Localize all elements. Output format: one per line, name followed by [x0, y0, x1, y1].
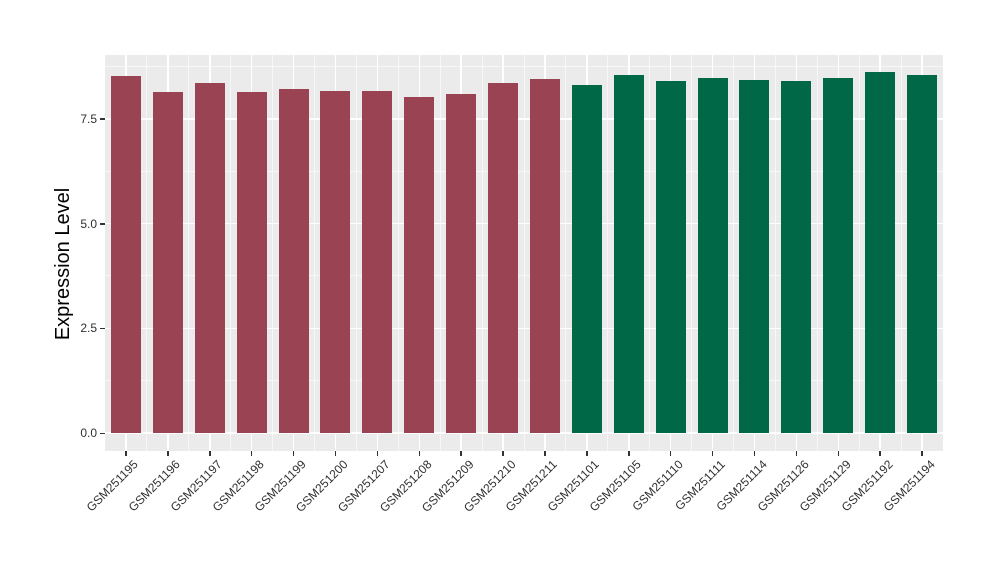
bar-GSM251197: [194, 82, 225, 433]
x-tick-mark: [418, 451, 420, 456]
y-tick-label: 5.0: [80, 216, 97, 231]
x-tick-mark: [586, 451, 588, 456]
minor-gridline-x: [691, 55, 693, 451]
y-axis-title: Expression Level: [52, 187, 74, 341]
x-tick-mark: [292, 451, 295, 456]
x-tick-mark: [669, 451, 672, 456]
minor-gridline-x: [146, 55, 148, 451]
x-tick-mark: [334, 451, 337, 456]
y-tick-mark: [100, 327, 105, 330]
y-tick-label: 0.0: [80, 426, 97, 440]
minor-gridline-x: [565, 55, 567, 451]
x-tick-mark: [167, 451, 169, 456]
x-tick-mark: [460, 451, 462, 456]
minor-gridline-x: [774, 55, 776, 451]
minor-gridline-x: [439, 55, 441, 451]
y-tick-label: 2.5: [80, 321, 97, 336]
bar-GSM251111: [697, 77, 728, 433]
y-tick-label: 7.5: [80, 111, 97, 126]
minor-gridline-x: [355, 55, 357, 451]
y-tick-mark: [100, 432, 105, 434]
bar-GSM251207: [362, 91, 393, 433]
minor-gridline-x: [858, 55, 860, 451]
minor-gridline-x: [900, 55, 902, 451]
minor-gridline-x: [230, 55, 232, 451]
minor-gridline-x: [523, 55, 525, 451]
bar-GSM251211: [529, 79, 560, 433]
x-tick-mark: [209, 451, 211, 456]
minor-gridline-x: [272, 55, 274, 451]
bar-GSM251101: [571, 85, 602, 433]
minor-gridline-x: [188, 55, 190, 451]
bar-GSM251210: [488, 82, 519, 433]
bar-GSM251129: [823, 77, 854, 433]
x-tick-mark: [921, 451, 923, 456]
x-tick-mark: [628, 451, 630, 456]
bar-GSM251105: [613, 74, 644, 433]
bar-GSM251200: [320, 91, 351, 433]
bar-GSM251114: [739, 80, 770, 433]
y-tick-mark: [100, 118, 105, 120]
minor-gridline-x: [481, 55, 483, 451]
minor-gridline-x: [816, 55, 818, 451]
x-tick-mark: [711, 451, 714, 456]
minor-gridline-x: [397, 55, 399, 451]
minor-gridline-x: [649, 55, 651, 451]
plot-panel: [105, 55, 943, 451]
bar-GSM251194: [907, 74, 938, 433]
bar-GSM251198: [236, 92, 267, 433]
bar-GSM251110: [655, 81, 686, 433]
bar-GSM251209: [446, 94, 477, 433]
x-tick-mark: [544, 451, 546, 456]
x-tick-mark: [795, 451, 798, 456]
bar-GSM251208: [404, 97, 435, 433]
x-tick-mark: [125, 451, 127, 456]
bar-GSM251196: [152, 92, 183, 433]
x-tick-mark: [879, 451, 881, 456]
x-tick-mark: [502, 451, 504, 456]
minor-gridline-x: [314, 55, 315, 451]
bar-GSM251195: [110, 75, 141, 433]
x-tick-mark: [250, 451, 253, 456]
minor-gridline-x: [607, 55, 609, 451]
x-tick-mark: [753, 451, 756, 456]
x-tick-mark: [837, 451, 839, 456]
minor-gridline-x: [733, 55, 734, 451]
bar-GSM251199: [278, 89, 309, 433]
bar-GSM251192: [865, 72, 896, 433]
x-tick-mark: [376, 451, 379, 456]
bar-GSM251126: [781, 81, 812, 433]
y-tick-mark: [100, 223, 105, 225]
